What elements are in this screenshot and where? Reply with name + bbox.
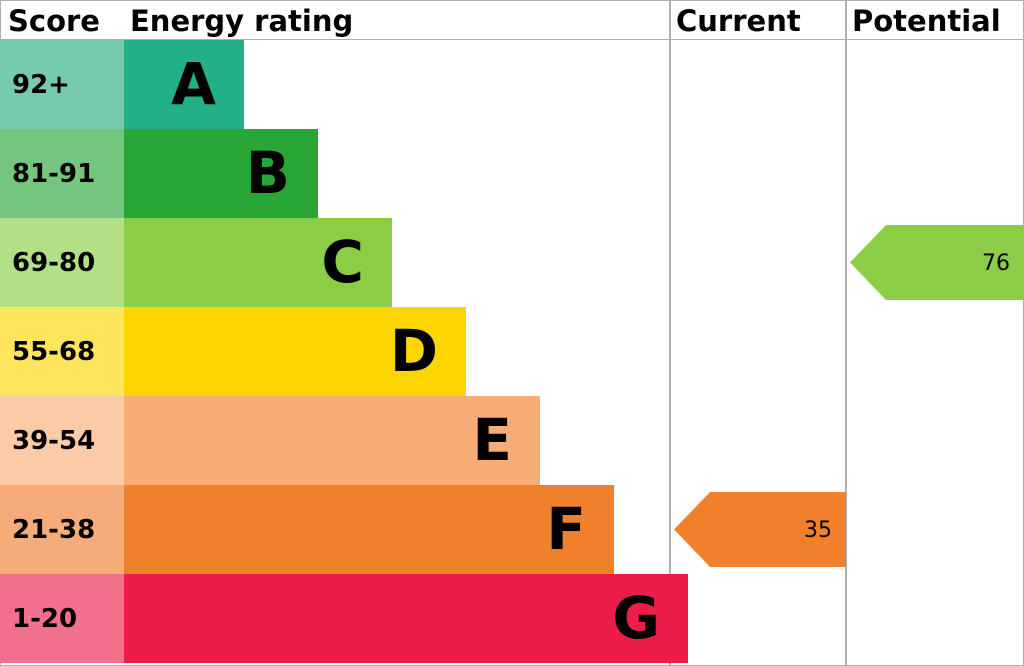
header-energy-rating: Energy rating bbox=[130, 4, 353, 38]
score-label-D: 55-68 bbox=[12, 337, 95, 367]
score-label-G: 1-20 bbox=[12, 604, 77, 634]
score-label-B: 81-91 bbox=[12, 159, 95, 189]
header-score: Score bbox=[8, 4, 100, 38]
rating-letter-C: C bbox=[284, 228, 364, 296]
rating-letter-B: B bbox=[210, 139, 290, 207]
score-label-A: 92+ bbox=[12, 70, 70, 100]
potential-pointer-value: 76 bbox=[950, 251, 1010, 276]
rating-letter-F: F bbox=[506, 495, 586, 563]
score-label-E: 39-54 bbox=[12, 426, 95, 456]
rating-letter-E: E bbox=[432, 406, 512, 474]
score-label-C: 69-80 bbox=[12, 248, 95, 278]
rating-letter-D: D bbox=[358, 317, 438, 385]
header-current: Current bbox=[676, 4, 801, 38]
header-potential: Potential bbox=[852, 4, 1001, 38]
energy-rating-chart: Score Energy rating Current Potential 92+ A 81… bbox=[0, 0, 1024, 666]
column-frame bbox=[846, 0, 1024, 666]
score-label-F: 21-38 bbox=[12, 515, 95, 545]
rating-letter-G: G bbox=[580, 584, 660, 652]
rating-letter-A: A bbox=[136, 50, 216, 118]
current-pointer-value: 35 bbox=[772, 518, 832, 543]
